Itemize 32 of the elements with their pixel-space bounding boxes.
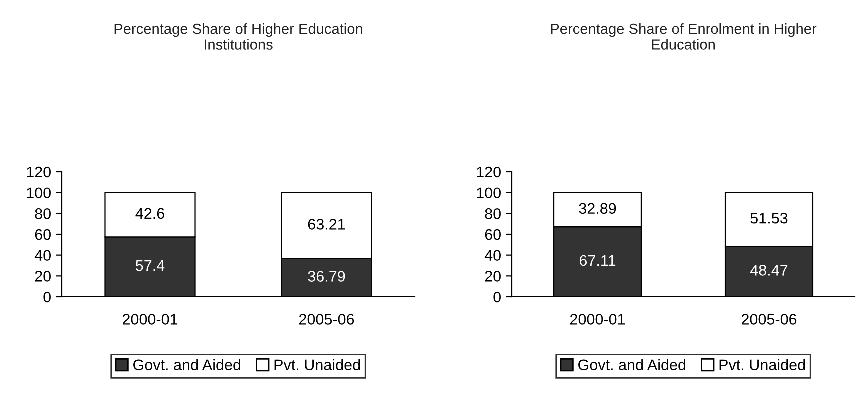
data-label: 48.47 [750, 265, 788, 276]
y-tick-label: 120 [477, 166, 501, 178]
y-tick-label: 60 [35, 229, 51, 240]
y-tick-label: 40 [484, 250, 501, 262]
y-tick-label: 120 [27, 166, 51, 178]
x-tick-label: 2005-06 [742, 314, 797, 325]
y-tick-label: 80 [35, 208, 51, 220]
data-label: 36.79 [308, 271, 346, 282]
legend-label: Pvt. Unaided [720, 359, 806, 371]
x-tick-label: 2000-01 [570, 314, 626, 325]
legend-label: Govt. and Aided [134, 359, 241, 371]
y-tick-label: 0 [44, 292, 51, 303]
y-tick-label: 20 [485, 271, 501, 282]
data-label: 32.89 [579, 203, 616, 214]
legend-label: Govt. and Aided [578, 359, 686, 371]
y-tick-label: 100 [27, 188, 51, 199]
data-label: 63.21 [308, 219, 346, 230]
x-tick-label: 2005-06 [299, 314, 354, 325]
data-label: 57.4 [136, 260, 165, 272]
data-label: 51.53 [750, 212, 788, 224]
data-label: 67.11 [580, 255, 616, 266]
y-tick-label: 100 [477, 188, 501, 199]
chart-title: Percentage Share of Enrolment in Higher Education [551, 24, 817, 50]
y-tick-label: 0 [494, 292, 501, 303]
x-tick-label: 2000-01 [122, 314, 178, 325]
legend-label: Pvt. Unaided [274, 359, 360, 371]
chart-title: Percentage Share of Higher Education Institutions [114, 24, 362, 50]
data-label: 42.6 [136, 208, 164, 220]
y-tick-label: 20 [35, 271, 51, 282]
y-tick-label: 40 [34, 250, 51, 262]
y-tick-label: 80 [485, 208, 501, 220]
y-tick-label: 60 [485, 229, 501, 240]
